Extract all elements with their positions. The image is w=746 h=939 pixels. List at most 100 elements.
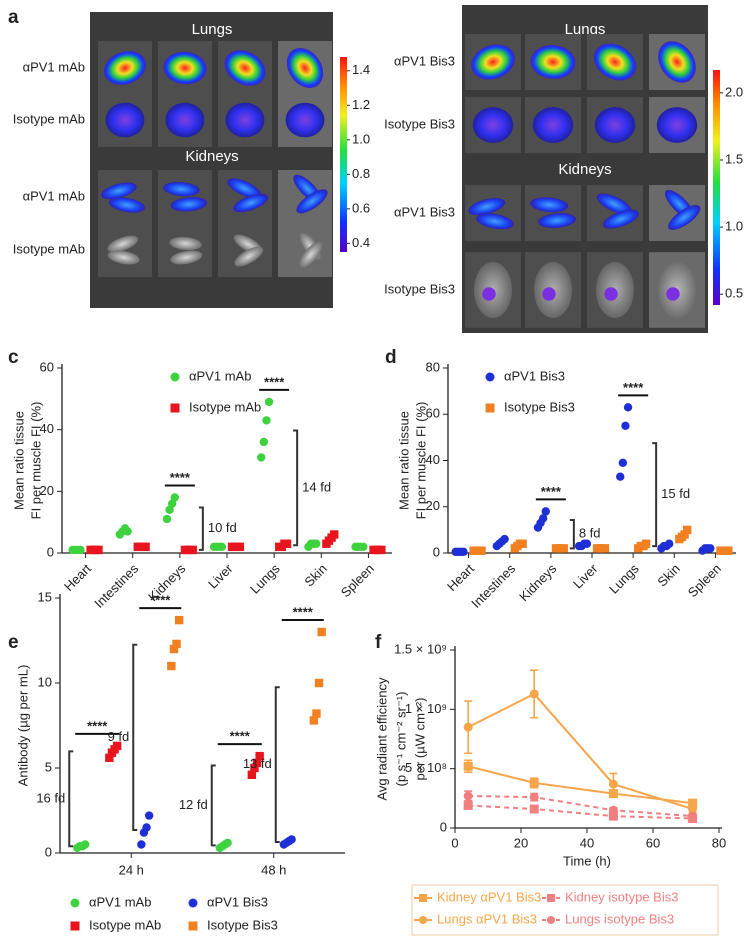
legend-label: αPV1 mAb bbox=[89, 894, 151, 909]
y-axis-label: Avg radiant efficiency bbox=[374, 677, 389, 801]
tissue-signal bbox=[225, 102, 265, 138]
legend-label: Kidney isotype Bis3 bbox=[565, 889, 678, 904]
tissue-signal bbox=[532, 107, 574, 143]
y-tick-label: 0 bbox=[440, 819, 447, 834]
panel-letter: f bbox=[375, 632, 382, 653]
fold-label: 8 fd bbox=[579, 526, 601, 541]
colorbar-tick-label: 1.0 bbox=[352, 131, 370, 146]
colorbar-tick-label: 1.0 bbox=[725, 219, 743, 234]
tissue-signal bbox=[604, 287, 618, 301]
data-point bbox=[608, 811, 618, 821]
colorbar-tick-label: 0.4 bbox=[352, 235, 370, 250]
x-tick-label: Intestines bbox=[468, 561, 518, 611]
colorbar-tick-label: 1.2 bbox=[352, 97, 370, 112]
tissue-signal bbox=[108, 197, 146, 213]
data-point bbox=[477, 546, 486, 555]
row-label: αPV1 mAb bbox=[23, 59, 85, 74]
data-point bbox=[459, 547, 468, 557]
tissue-signal bbox=[658, 41, 696, 83]
fold-bracket bbox=[68, 750, 74, 848]
colorbar bbox=[713, 70, 720, 305]
tissue-signal bbox=[471, 44, 515, 80]
x-tick-label: Heart bbox=[61, 561, 94, 594]
legend-marker bbox=[188, 921, 198, 931]
tissue-signal bbox=[105, 102, 145, 138]
data-point bbox=[664, 539, 674, 548]
tissue-signal bbox=[285, 102, 325, 138]
fold-bracket bbox=[274, 686, 280, 843]
legend-label: Kidney αPV1 Bis3 bbox=[437, 889, 541, 904]
x-tick-label: Heart bbox=[444, 561, 477, 594]
data-point bbox=[217, 542, 227, 552]
legend-label: Lungs αPV1 Bis3 bbox=[437, 911, 537, 926]
fold-label: 12 fd bbox=[179, 797, 208, 812]
legend-label: αPV1 mAb bbox=[189, 368, 251, 383]
tissue-signal bbox=[107, 250, 140, 265]
data-point bbox=[105, 753, 114, 762]
legend-marker bbox=[70, 921, 80, 931]
series-line bbox=[467, 692, 693, 810]
x-tick-label: Spleen bbox=[338, 561, 377, 600]
y-tick-label: 5 × 10⁸ bbox=[405, 760, 447, 775]
data-point bbox=[235, 542, 245, 552]
row-label: Isotype Bis3 bbox=[384, 116, 455, 131]
data-point bbox=[172, 639, 181, 649]
data-point bbox=[529, 778, 539, 788]
data-point bbox=[311, 539, 321, 548]
row-label: αPV1 Bis3 bbox=[394, 53, 455, 68]
legend-label: Isotype Bis3 bbox=[504, 399, 575, 414]
data-point bbox=[255, 751, 264, 761]
y-tick-label: 0 bbox=[433, 544, 440, 559]
tissue-signal bbox=[530, 45, 576, 79]
legend-marker bbox=[419, 916, 427, 924]
fold-label: 13 fd bbox=[243, 756, 272, 771]
y-tick-label: 5 bbox=[45, 759, 52, 774]
section-title: Lungs bbox=[192, 21, 233, 38]
colorbar-tick-label: 0.6 bbox=[352, 200, 370, 215]
fold-bracket bbox=[198, 506, 204, 551]
data-point bbox=[162, 514, 172, 524]
fold-bracket bbox=[210, 764, 216, 847]
legend-marker bbox=[485, 403, 495, 413]
legend-marker bbox=[547, 894, 555, 902]
tissue-signal bbox=[165, 102, 205, 138]
data-point bbox=[359, 542, 368, 552]
y-tick-label: 20 bbox=[40, 483, 54, 498]
tissue-signal bbox=[472, 107, 514, 143]
data-point bbox=[262, 416, 271, 425]
data-point bbox=[529, 689, 539, 699]
x-tick-label: Skin bbox=[654, 561, 682, 589]
row-label: Isotype mAb bbox=[13, 111, 85, 126]
x-tick-label: 24 h bbox=[119, 862, 144, 877]
data-point bbox=[169, 644, 179, 654]
legend-marker bbox=[419, 894, 427, 902]
series-line bbox=[468, 804, 693, 820]
legend-label: αPV1 Bis3 bbox=[207, 894, 268, 909]
data-point bbox=[688, 811, 698, 821]
legend-label: Lungs isotype Bis3 bbox=[565, 911, 674, 926]
legend-marker bbox=[170, 372, 180, 382]
data-point bbox=[141, 542, 150, 552]
y-tick-label: 40 bbox=[426, 452, 440, 467]
legend-label: Isotype Bis3 bbox=[207, 917, 278, 932]
data-point bbox=[680, 530, 689, 539]
data-point bbox=[112, 741, 122, 751]
data-point bbox=[500, 534, 509, 544]
data-point bbox=[314, 678, 324, 688]
tissue-signal bbox=[299, 241, 323, 268]
data-point bbox=[257, 453, 266, 462]
data-point bbox=[282, 539, 292, 548]
series-line bbox=[467, 765, 693, 805]
x-tick-label: 40 bbox=[580, 835, 594, 850]
data-point bbox=[80, 840, 90, 849]
legend-label: αPV1 Bis3 bbox=[504, 368, 565, 383]
y-tick-label: 60 bbox=[426, 406, 440, 421]
data-point bbox=[621, 421, 630, 431]
row-label: αPV1 Bis3 bbox=[394, 204, 455, 219]
x-tick-label: 60 bbox=[646, 835, 660, 850]
significance-stars: **** bbox=[170, 470, 191, 485]
tissue-signal bbox=[107, 235, 139, 253]
tissue-signal bbox=[538, 213, 577, 228]
tissue-signal bbox=[668, 205, 701, 230]
tissue-signal bbox=[286, 48, 324, 88]
